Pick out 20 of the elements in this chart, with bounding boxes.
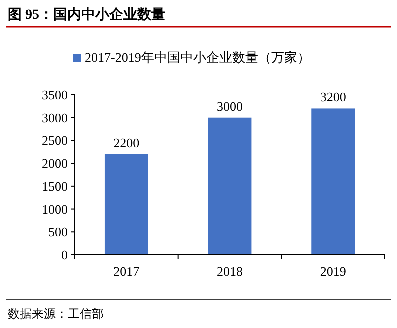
bar [104,154,148,255]
source-note: 数据来源：工信部 [8,307,104,321]
bar [208,118,252,255]
data-label: 2200 [114,135,140,150]
data-label: 3200 [320,90,346,105]
data-label: 3000 [217,98,243,114]
y-tick-label: 2000 [42,156,68,172]
y-tick-label: 2500 [42,133,68,148]
chart-title: 图 95：国内中小企业数量 [8,7,166,23]
y-tick-label: 3000 [42,110,68,126]
x-tick-label: 2019 [320,264,346,279]
y-tick-label: 3500 [42,88,68,102]
y-tick-label: 1000 [42,202,68,217]
y-tick-label: 500 [48,224,68,240]
bar [312,108,356,255]
y-tick-label: 0 [62,248,68,262]
legend-label: 2017-2019年中国中小企业数量（万家） [85,50,310,65]
x-tick-label: 2018 [217,264,243,279]
x-tick-label: 2017 [114,264,140,279]
y-tick-label: 1500 [42,178,68,194]
